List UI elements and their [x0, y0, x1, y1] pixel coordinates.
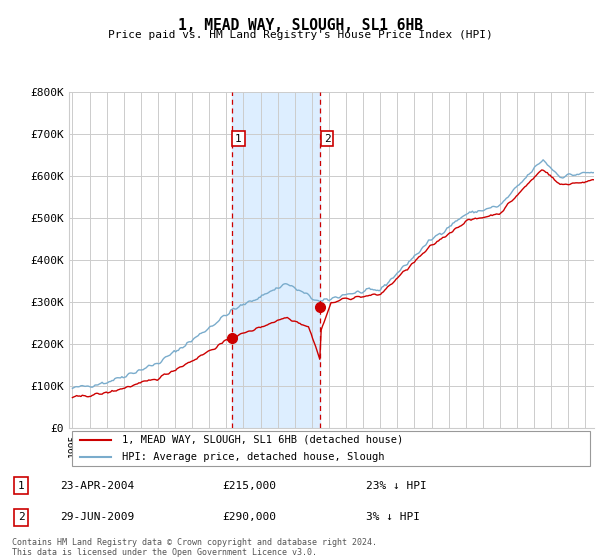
Text: 1: 1 [17, 480, 25, 491]
Text: 3% ↓ HPI: 3% ↓ HPI [366, 512, 420, 522]
Text: 2: 2 [323, 134, 331, 143]
Bar [232, 92, 320, 428]
Text: 23% ↓ HPI: 23% ↓ HPI [366, 480, 427, 491]
Text: 1, MEAD WAY, SLOUGH, SL1 6HB: 1, MEAD WAY, SLOUGH, SL1 6HB [178, 18, 422, 34]
Text: 23-APR-2004: 23-APR-2004 [60, 480, 134, 491]
Text: 1: 1 [235, 134, 242, 143]
Text: 29-JUN-2009: 29-JUN-2009 [60, 512, 134, 522]
Text: Contains HM Land Registry data © Crown copyright and database right 2024.
This d: Contains HM Land Registry data © Crown c… [12, 538, 377, 557]
Text: Price paid vs. HM Land Registry's House Price Index (HPI): Price paid vs. HM Land Registry's House … [107, 30, 493, 40]
Text: HPI: Average price, detached house, Slough: HPI: Average price, detached house, Slou… [121, 452, 384, 463]
Text: £290,000: £290,000 [222, 512, 276, 522]
Text: 2: 2 [17, 512, 25, 522]
Text: £215,000: £215,000 [222, 480, 276, 491]
Text: 1, MEAD WAY, SLOUGH, SL1 6HB (detached house): 1, MEAD WAY, SLOUGH, SL1 6HB (detached h… [121, 435, 403, 445]
FancyBboxPatch shape [71, 431, 590, 466]
